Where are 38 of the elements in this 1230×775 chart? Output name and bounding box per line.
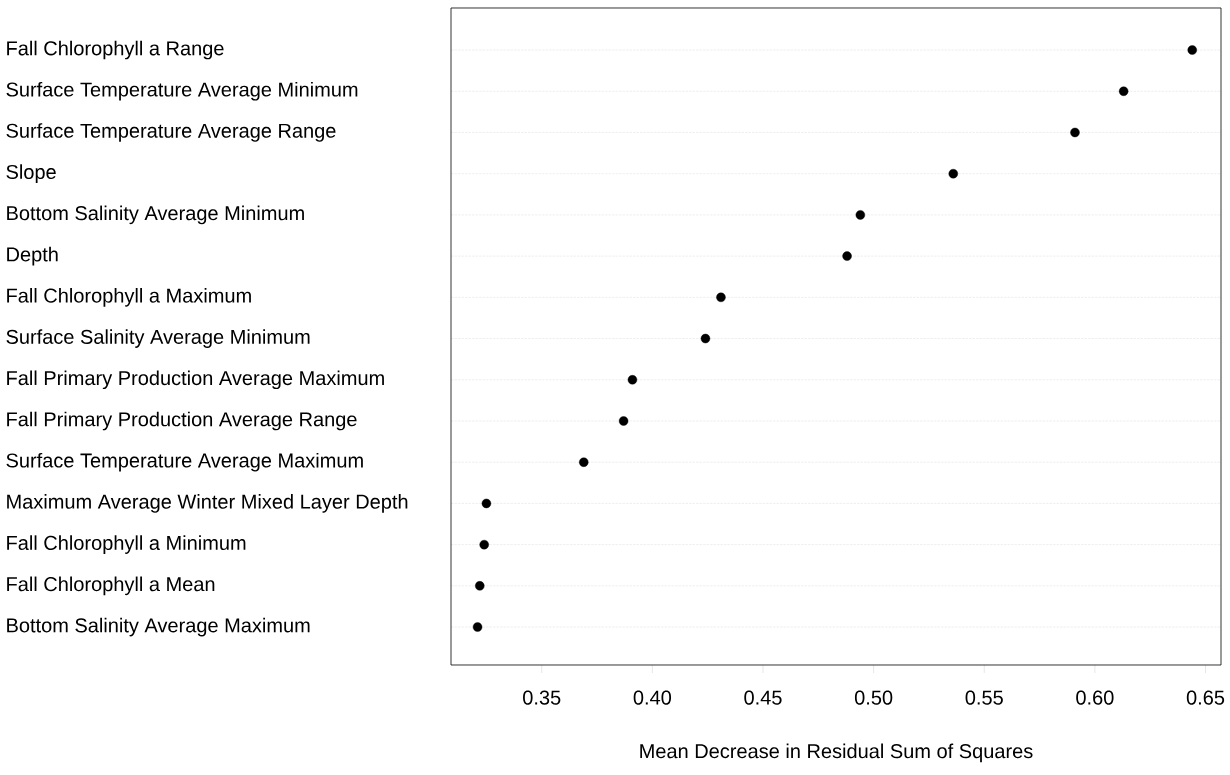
point (618, 416, 629, 426)
x-tick-label: 0.35 (523, 690, 561, 705)
point (579, 457, 589, 467)
point (1070, 127, 1080, 138)
y-tick-label: Surface Salinity Average Minimum (6, 329, 310, 348)
point (855, 210, 866, 220)
y-tick-label: Bottom Salinity Average Minimum (7, 205, 304, 225)
y-tick-label: Maximum Average Winter Mixed Layer Depth (7, 494, 408, 513)
point (1187, 45, 1197, 55)
point (700, 333, 711, 344)
x-tick-label: 0.65 (1186, 690, 1225, 705)
y-tick-label: Fall Chlorophyll a Mean (7, 576, 215, 596)
point (842, 251, 852, 261)
point (481, 498, 492, 509)
y-tick-label: Bottom Salinity Average Maximum (7, 617, 310, 637)
point (627, 375, 638, 385)
point (472, 622, 483, 632)
y-tick-label: Fall Primary Production Average Range (7, 411, 357, 431)
y-tick-label: Surface Temperature Average Minimum (6, 81, 358, 101)
x-tick-label: 0.60 (1076, 690, 1114, 705)
y-tick-label: Surface Temperature Average Maximum (6, 452, 363, 472)
point (1118, 86, 1129, 96)
y-tick-label: Surface Temperature Average Range (6, 123, 336, 142)
y-tick-label: Fall Chlorophyll a Minimum (7, 535, 246, 554)
y-tick-label: Slope (6, 164, 56, 184)
y-tick-label: Depth (7, 246, 58, 266)
point (475, 581, 485, 591)
point (948, 168, 958, 179)
x-tick-label: 0.50 (854, 690, 893, 705)
y-tick-label: Fall Primary Production Average Maximum (7, 370, 384, 390)
x-tick-label: 0.40 (633, 690, 672, 705)
x-tick-label: 0.45 (744, 690, 782, 705)
point (479, 539, 489, 550)
y-tick-label: Fall Chlorophyll a Range (7, 40, 224, 60)
y-tick-label: Fall Chlorophyll a Maximum (7, 288, 251, 307)
x-axis-title: Mean Decrease in Residual Sum of Squares (640, 743, 1033, 763)
x-tick-label: 0.55 (965, 690, 1003, 705)
point (716, 292, 726, 303)
